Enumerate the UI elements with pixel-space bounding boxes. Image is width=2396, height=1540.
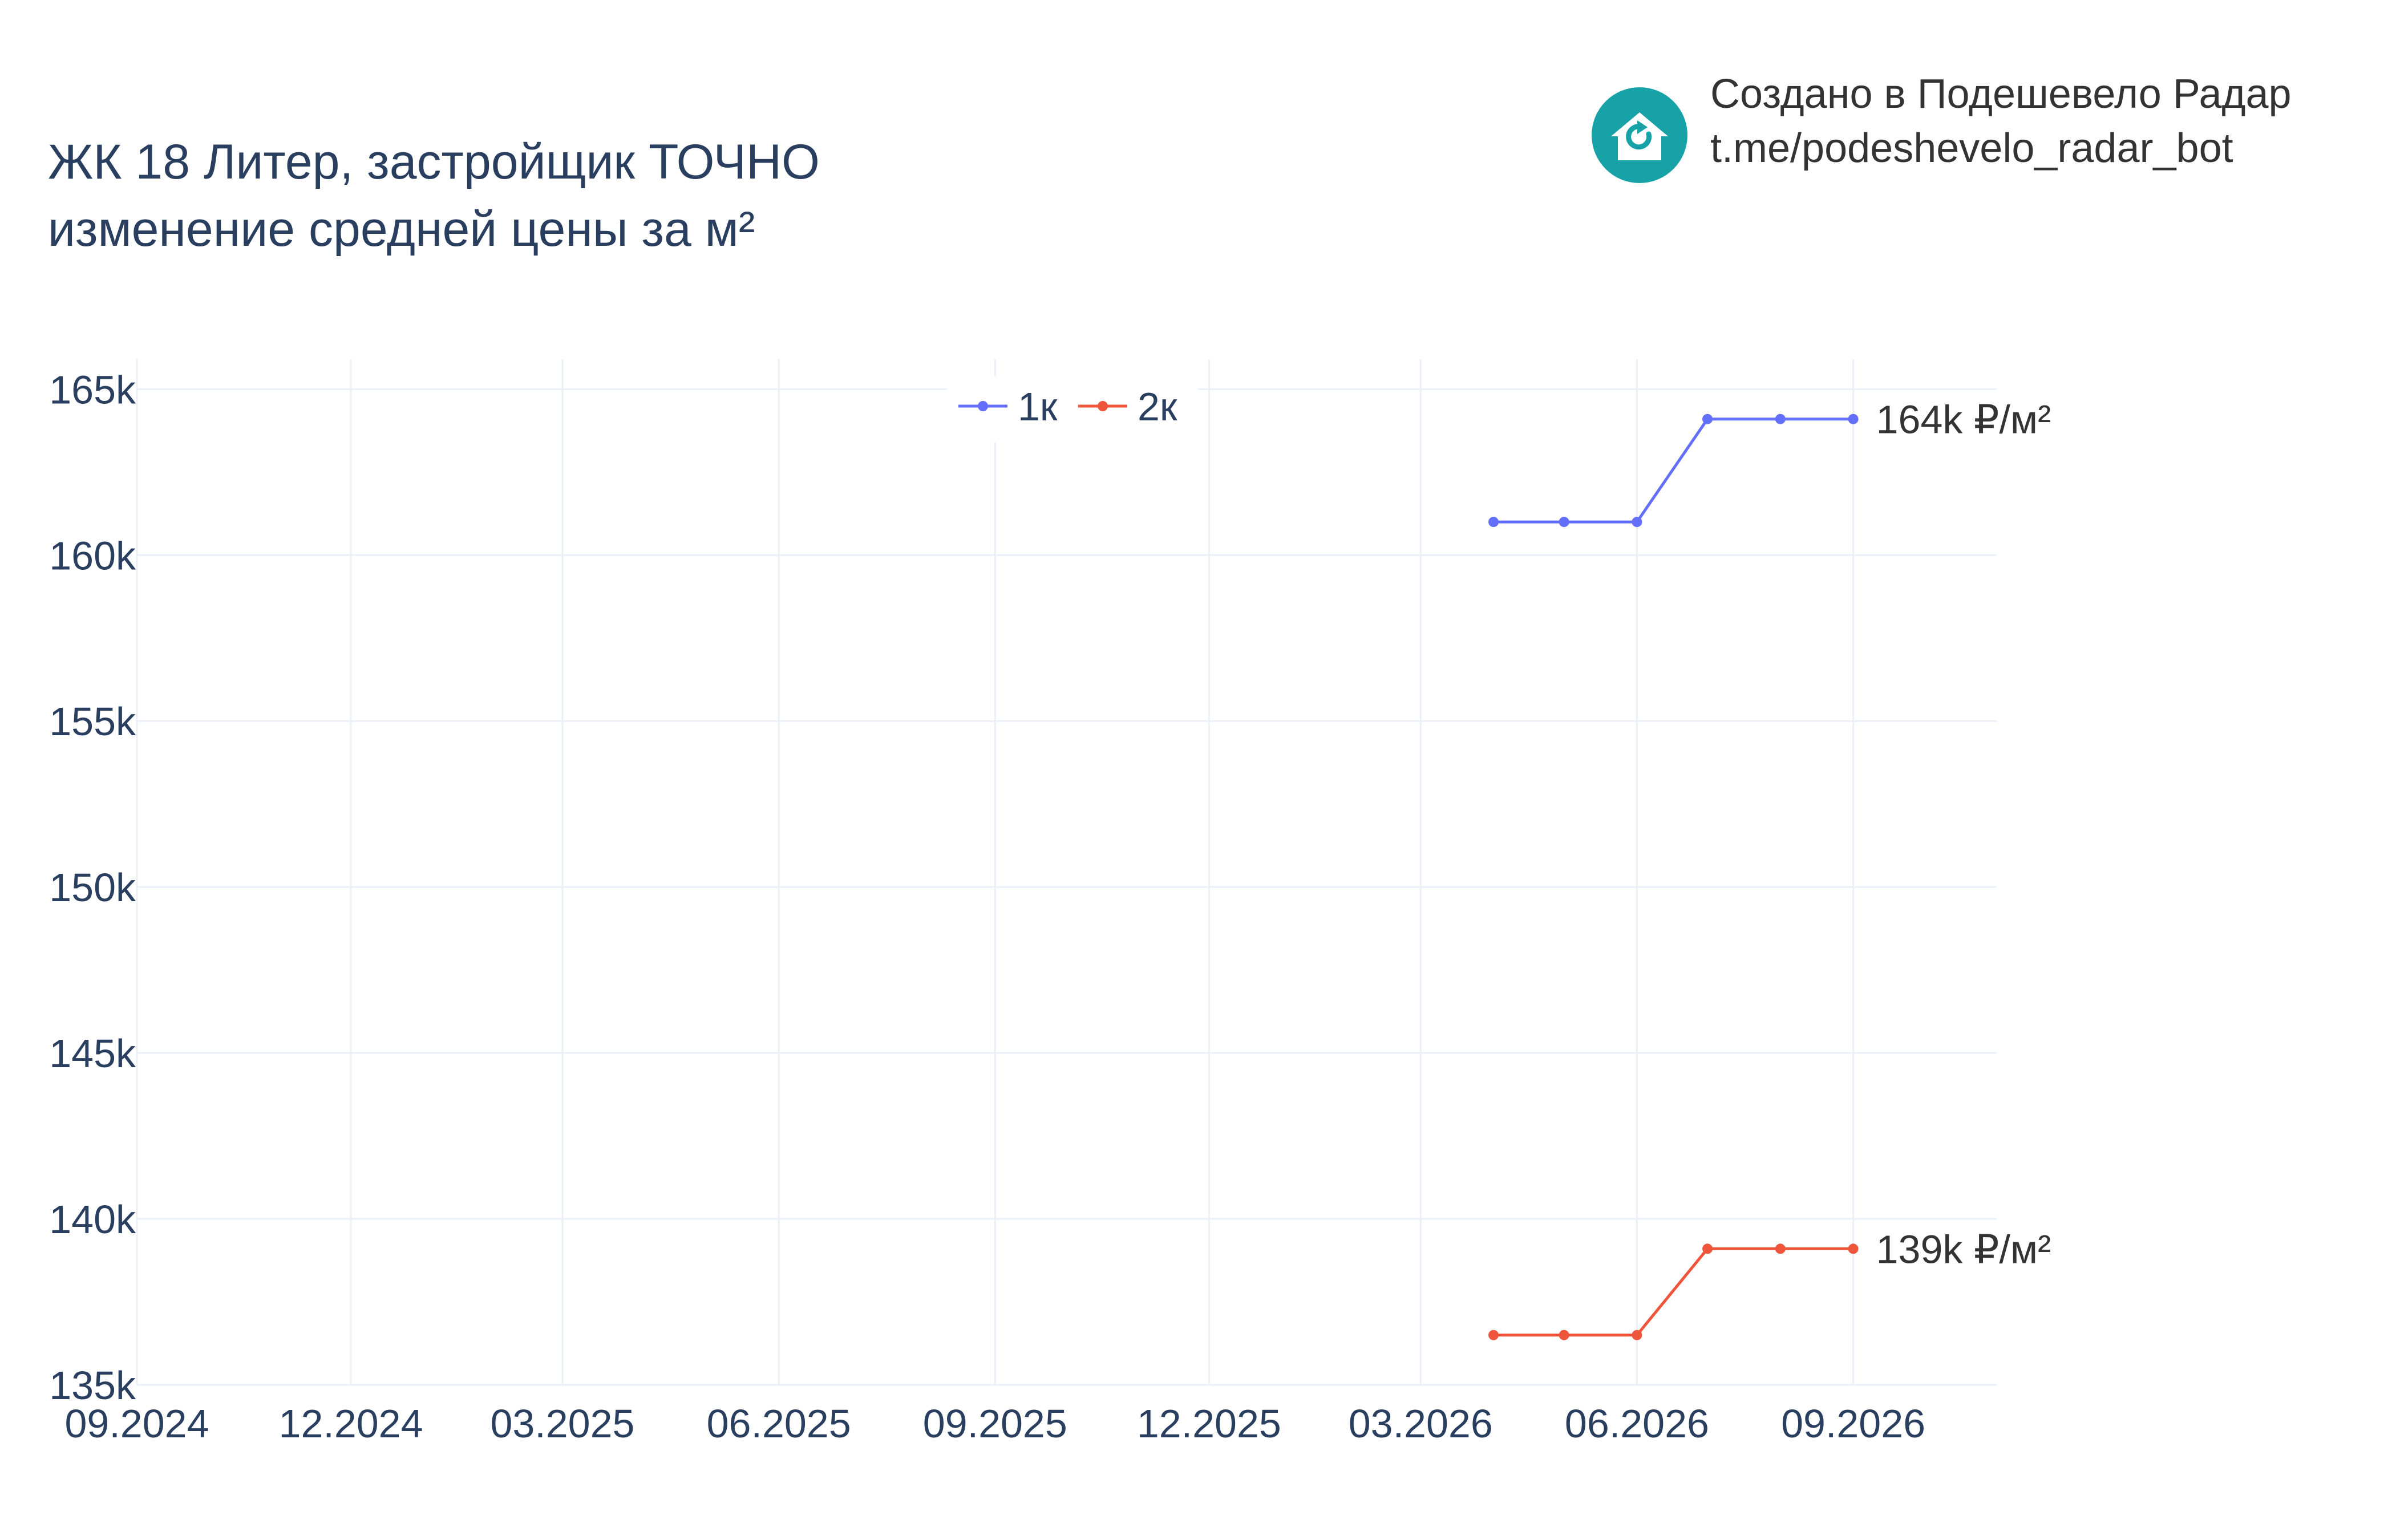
data-point: [1559, 517, 1569, 528]
legend-swatch-marker: [1098, 401, 1108, 411]
data-point: [1632, 517, 1642, 528]
branding-line-1: Создано в Подешевело Радар: [1710, 71, 2292, 117]
data-point: [1702, 1243, 1713, 1254]
data-point: [1775, 1243, 1786, 1254]
legend-item-1к: 1к: [958, 384, 1058, 429]
data-point: [1848, 414, 1859, 424]
y-tick-label: 160k: [49, 533, 136, 578]
series-1к: 164k ₽/м²: [1488, 398, 2051, 528]
end-value-label: 164k ₽/м²: [1876, 398, 2051, 442]
branding-line-2: t.me/podeshevelo_radar_bot: [1710, 125, 2233, 171]
x-tick-label: 12.2024: [279, 1401, 423, 1446]
x-tick-label: 03.2026: [1349, 1401, 1493, 1446]
legend-swatch-marker: [978, 401, 988, 411]
legend-label: 1к: [1018, 384, 1058, 429]
data-point: [1632, 1330, 1642, 1340]
data-point: [1848, 1243, 1859, 1254]
house-refresh-icon: [1592, 87, 1687, 183]
x-tick-label: 06.2025: [707, 1401, 851, 1446]
y-tick-label: 155k: [49, 699, 136, 744]
chart-title-line-2: изменение средней цены за м²: [48, 202, 755, 257]
data-point: [1702, 414, 1713, 424]
series-2к: 139k ₽/м²: [1488, 1227, 2051, 1340]
y-tick-label: 165k: [49, 367, 136, 412]
data-point: [1559, 1330, 1569, 1340]
legend: 1к 2к: [947, 376, 1198, 442]
end-value-label: 139k ₽/м²: [1876, 1227, 2051, 1271]
data-point: [1488, 517, 1499, 528]
x-tick-label: 09.2025: [923, 1401, 1067, 1446]
x-tick-label: 09.2026: [1781, 1401, 1925, 1446]
y-tick-label: 135k: [49, 1363, 136, 1408]
series-line: [1494, 418, 1853, 524]
y-tick-label: 140k: [49, 1197, 136, 1242]
x-tick-label: 06.2026: [1565, 1401, 1709, 1446]
x-tick-label: 12.2025: [1137, 1401, 1281, 1446]
y-tick-label: 145k: [49, 1031, 136, 1076]
series-layer: 164k ₽/м² 139k ₽/м²: [1488, 398, 2051, 1340]
legend-background: [947, 376, 1198, 442]
chart-title: ЖК 18 Литер, застройщик ТОЧНО изменение …: [48, 128, 820, 263]
x-tick-label: 09.2024: [64, 1401, 209, 1446]
legend-item-2к: 2к: [1078, 384, 1177, 429]
series-line: [1494, 1247, 1853, 1337]
grid-lines: [136, 359, 1997, 1386]
chart-title-line-1: ЖК 18 Литер, застройщик ТОЧНО: [48, 135, 820, 189]
axis-labels: 135k 140k 145k 150k 155k 160k 165k 09.2024 12.20…: [49, 367, 1925, 1446]
data-point: [1775, 414, 1786, 424]
y-tick-label: 150k: [49, 865, 136, 910]
x-tick-label: 03.2025: [490, 1401, 634, 1446]
legend-label: 2к: [1138, 384, 1177, 429]
data-point: [1488, 1330, 1499, 1340]
